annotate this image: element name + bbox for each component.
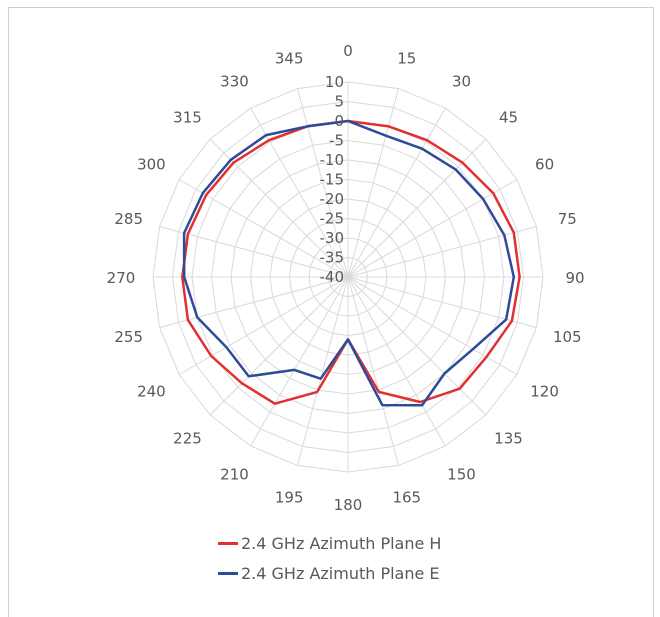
legend-item-e: 2.4 GHz Azimuth Plane E xyxy=(218,558,441,588)
legend-label-h: 2.4 GHz Azimuth Plane H xyxy=(241,533,442,553)
legend-swatch-e xyxy=(218,571,238,575)
angle-label-330: 330 xyxy=(220,72,249,90)
radial-tick-7: -25 xyxy=(320,210,345,228)
legend-label-e: 2.4 GHz Azimuth Plane E xyxy=(241,563,440,583)
angle-label-45: 45 xyxy=(499,109,518,127)
angle-label-315: 315 xyxy=(173,109,202,127)
angle-label-150: 150 xyxy=(447,466,476,484)
radial-tick-0: 10 xyxy=(325,73,344,91)
spoke-22 xyxy=(250,107,349,278)
angle-label-225: 225 xyxy=(173,430,202,448)
angle-label-120: 120 xyxy=(530,383,559,401)
angle-label-90: 90 xyxy=(565,269,584,287)
spoke-9 xyxy=(347,276,487,416)
angle-label-60: 60 xyxy=(535,156,554,174)
spoke-23 xyxy=(297,88,349,278)
angle-label-30: 30 xyxy=(452,72,471,90)
legend-swatch-h xyxy=(218,541,238,545)
angle-label-210: 210 xyxy=(220,466,249,484)
spoke-1 xyxy=(347,88,399,278)
angle-label-75: 75 xyxy=(558,210,577,228)
series-layer xyxy=(181,119,521,407)
grid-layer xyxy=(152,81,544,473)
angle-label-195: 195 xyxy=(275,488,304,506)
angle-label-270: 270 xyxy=(107,269,136,287)
spoke-19 xyxy=(159,226,349,278)
angle-label-285: 285 xyxy=(114,210,143,228)
label-layer: 0 153045607590105120135150165180195210225… xyxy=(107,42,585,514)
angle-label-105: 105 xyxy=(553,328,582,346)
angle-label-300: 300 xyxy=(137,156,166,174)
angle-label-240: 240 xyxy=(137,383,166,401)
radial-tick-6: -20 xyxy=(320,190,345,208)
legend: 2.4 GHz Azimuth Plane H 2.4 GHz Azimuth … xyxy=(218,528,441,588)
spoke-4 xyxy=(347,179,518,278)
angle-label-345: 345 xyxy=(275,50,304,68)
angle-label-0: 0 xyxy=(343,42,353,60)
spoke-15 xyxy=(209,276,349,416)
radial-tick-5: -15 xyxy=(320,171,345,189)
angle-label-165: 165 xyxy=(392,488,421,506)
spoke-8 xyxy=(347,276,518,375)
angle-label-15: 15 xyxy=(397,50,416,68)
radial-tick-10: -40 xyxy=(320,268,345,286)
legend-item-h: 2.4 GHz Azimuth Plane H xyxy=(218,528,441,558)
spoke-14 xyxy=(250,276,349,447)
radial-tick-4: -10 xyxy=(320,151,345,169)
spoke-13 xyxy=(297,276,349,466)
spoke-10 xyxy=(347,276,446,447)
radial-tick-2: 0 xyxy=(334,112,344,130)
radial-tick-3: -5 xyxy=(329,132,344,150)
series-line-1 xyxy=(182,119,516,407)
radial-tick-8: -30 xyxy=(320,229,345,247)
spoke-16 xyxy=(178,276,349,375)
angle-label-135: 135 xyxy=(494,430,523,448)
chart-frame xyxy=(8,7,654,617)
spoke-17 xyxy=(159,276,349,328)
spoke-20 xyxy=(178,179,349,278)
radial-tick-9: -35 xyxy=(320,249,345,267)
radial-tick-1: 5 xyxy=(334,93,344,111)
angle-label-255: 255 xyxy=(114,328,143,346)
spoke-11 xyxy=(347,276,399,466)
angle-label-180: 180 xyxy=(334,496,363,514)
spoke-2 xyxy=(347,107,446,278)
